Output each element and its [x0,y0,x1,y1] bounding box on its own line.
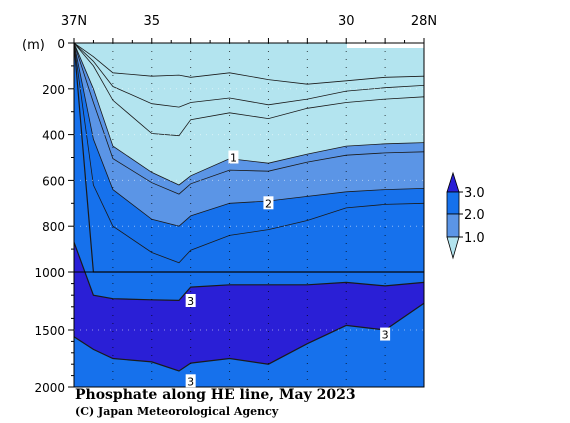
y-tick-label: 1000 [34,266,65,280]
contour-label-bg [185,374,196,388]
contour-labels: 1 2 3 3 3 [185,150,391,388]
contour-label: 2 [265,197,272,210]
colorbar-bottom-arrow [446,236,460,260]
y-tick-label: 800 [42,220,65,234]
contour-label-bg [263,196,274,210]
contour-label-bg [228,150,239,164]
band-3-plus [74,242,424,371]
contour-label: 3 [187,375,194,388]
contour-c2.0 [74,43,424,227]
contour-label: 1 [230,152,237,165]
x-tick-label: 35 [144,14,161,29]
y-tick-label: 200 [42,83,65,97]
contour-c2.5 [74,43,424,264]
colorbar-label: 1.0 [464,231,485,246]
y-tick-label: 1500 [34,324,65,338]
colorbar-label: 3.0 [464,186,485,201]
chart-title: Phosphate along HE line, May 2023 [75,387,356,403]
contour-label: 3 [187,295,194,308]
contour-label-bg [380,327,391,341]
x-tick-label: 30 [338,14,355,29]
contour-c0.6 [74,43,424,108]
contour-c1.5 [74,43,424,195]
contour-c1.0 [74,43,424,186]
band-deep [74,303,424,387]
no-data-corner [347,43,424,48]
band-1-to-2 [74,43,424,227]
y-axis-ticks: 0 200 400 600 800 1000 1500 2000 [34,37,74,395]
contour-c3.0 [74,241,424,302]
y-tick-label: 2000 [34,381,65,395]
band-2-to-3 [74,43,424,301]
contour-fills [74,43,424,387]
colorbar-label: 2.0 [464,208,485,223]
colorbar-legend: 3.0 2.0 1.0 [446,171,485,260]
contour-c0.8 [74,43,424,137]
x-axis-ticks: 37N 35 30 28N [61,14,437,43]
y-axis-label: (m) [22,38,45,53]
contour-label-bg [185,294,196,307]
colorbar-swatch-1-2 [446,213,460,238]
chart-credit: (C) Japan Meteorological Agency [75,405,279,418]
x-tick-label: 37N [61,14,87,29]
x-tick-label: 28N [411,14,437,29]
y-tick-label: 600 [42,174,65,188]
contour-c3.2 [74,302,424,372]
colorbar-top-arrow [446,171,460,193]
y-tick-label: 400 [42,129,65,143]
colorbar-swatch-2-3 [446,191,460,215]
y-tick-label: 0 [57,37,65,51]
contour-label: 3 [382,329,389,342]
contour-c0.4 [74,43,424,85]
